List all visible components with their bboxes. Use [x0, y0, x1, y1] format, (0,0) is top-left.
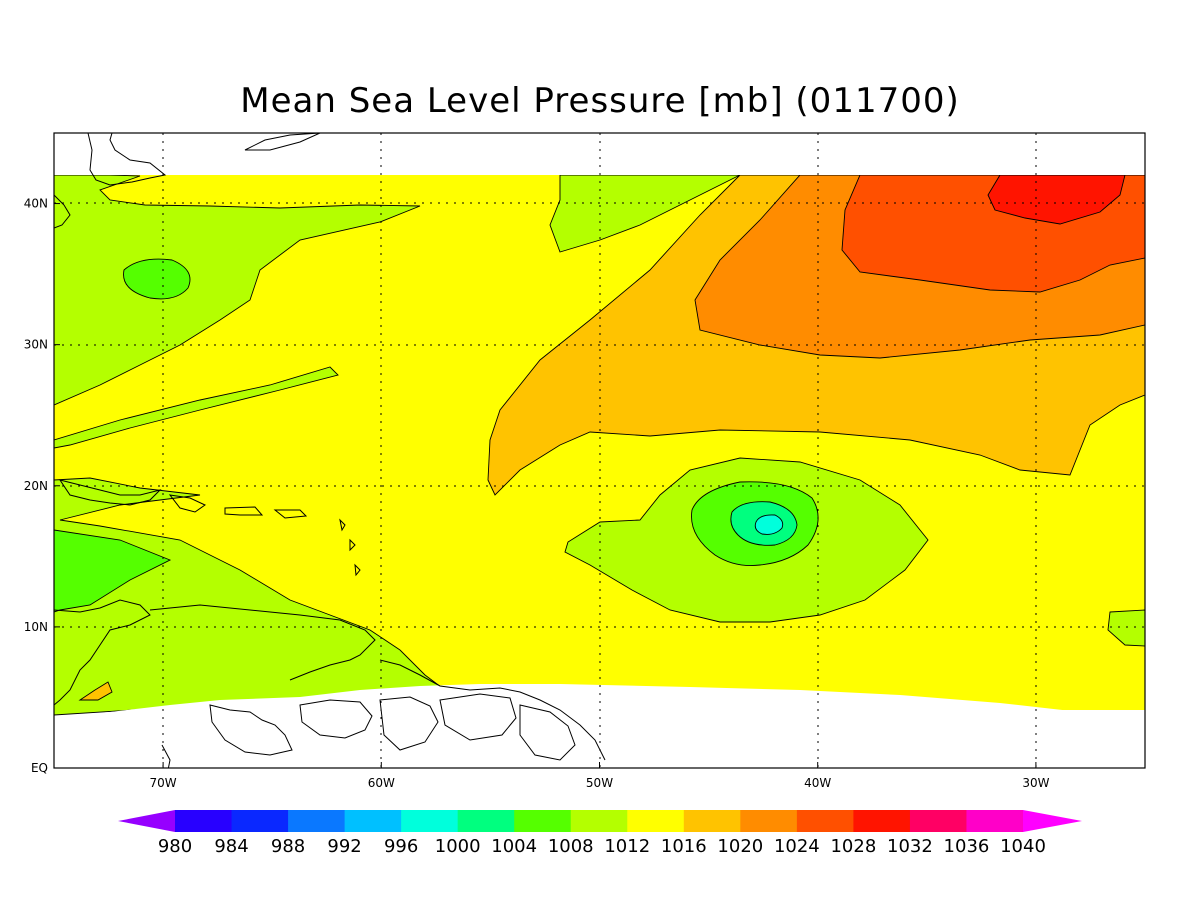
coastlines — [54, 133, 606, 768]
band-1000-low-center — [754, 514, 784, 535]
x-tick-label: 30W — [1022, 776, 1049, 790]
x-tick-label: 70W — [150, 776, 177, 790]
colorbar-label: 1004 — [491, 836, 537, 857]
colorbar-label: 992 — [327, 836, 361, 857]
colorbar-label: 1036 — [944, 836, 990, 857]
colorbar-label: 1032 — [887, 836, 933, 857]
colorbar-label: 1012 — [604, 836, 650, 857]
colorbar-label: 1028 — [830, 836, 876, 857]
colorbar-underflow-arrow — [118, 810, 175, 832]
colorbar-swatch — [570, 810, 628, 832]
colorbar-swatch — [175, 810, 233, 832]
colorbar-swatch — [344, 810, 402, 832]
x-tick-label: 40W — [804, 776, 831, 790]
colorbar-swatch — [231, 810, 289, 832]
map-plot-area — [54, 133, 1145, 768]
no-data-north — [54, 133, 1145, 175]
colorbar-swatch — [457, 810, 515, 832]
y-tick-label: EQ — [31, 761, 48, 775]
y-tick-label: 30N — [24, 338, 48, 352]
y-axis-ticks: EQ 10N 20N 30N 40N — [24, 197, 60, 775]
colorbar-swatch — [401, 810, 459, 832]
band-1008-caribbean — [54, 529, 172, 613]
map-title: Mean Sea Level Pressure [mb] (011700) — [240, 81, 960, 121]
colorbar-swatch — [853, 810, 911, 832]
colorbar-swatch — [909, 810, 967, 832]
colorbar-swatch — [740, 810, 798, 832]
band-1032-high — [987, 174, 1126, 225]
band-1004-sw-pocket — [78, 681, 113, 701]
colorbar: 980 984 988 992 996 1000 1004 1008 1012 1016 1020 1… — [118, 810, 1082, 857]
colorbar-label: 984 — [214, 836, 248, 857]
colorbar-label: 980 — [158, 836, 192, 857]
band-1012-north — [549, 174, 741, 253]
pressure-field — [54, 174, 1145, 716]
band-1012-west — [54, 174, 421, 406]
colorbar-swatch — [683, 810, 741, 832]
graticule — [54, 133, 1145, 768]
colorbar-overflow-arrow — [1023, 810, 1082, 832]
band-1012-caribbean — [54, 477, 447, 716]
colorbar-swatch — [627, 810, 685, 832]
band-1008-secondary-low — [123, 258, 191, 300]
colorbar-label: 1008 — [548, 836, 594, 857]
colorbar-label: 996 — [384, 836, 418, 857]
colorbar-swatch — [514, 810, 572, 832]
colorbar-label: 1020 — [717, 836, 763, 857]
colorbar-label: 1040 — [1000, 836, 1046, 857]
colorbar-swatch — [966, 810, 1024, 832]
x-tick-label: 50W — [586, 776, 613, 790]
colorbar-label: 988 — [271, 836, 305, 857]
band-1012-west-strip — [54, 366, 339, 449]
colorbar-label: 1024 — [774, 836, 820, 857]
x-tick-label: 60W — [368, 776, 395, 790]
colorbar-swatch — [288, 810, 346, 832]
y-tick-label: 20N — [24, 479, 48, 493]
y-tick-label: 10N — [24, 620, 48, 634]
band-1012-east — [1107, 609, 1145, 647]
colorbar-label: 1016 — [661, 836, 707, 857]
x-axis-ticks: 70W 60W 50W 40W 30W — [150, 762, 1050, 790]
colorbar-swatch — [796, 810, 854, 832]
y-tick-label: 40N — [24, 197, 48, 211]
colorbar-label: 1000 — [435, 836, 481, 857]
